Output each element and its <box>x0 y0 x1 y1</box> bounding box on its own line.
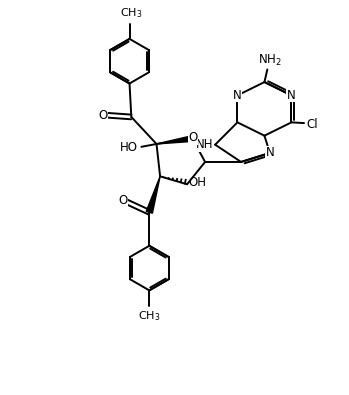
Text: O: O <box>118 194 128 207</box>
Text: OH: OH <box>188 176 206 189</box>
Text: N: N <box>287 89 296 102</box>
Text: N: N <box>266 147 274 160</box>
Text: N: N <box>233 89 242 102</box>
Text: O: O <box>99 109 108 122</box>
Text: HO: HO <box>120 141 138 154</box>
Text: CH$_3$: CH$_3$ <box>120 6 143 20</box>
Text: Cl: Cl <box>306 118 318 131</box>
Text: NH$_2$: NH$_2$ <box>258 53 282 68</box>
Polygon shape <box>146 176 160 213</box>
Text: CH$_3$: CH$_3$ <box>138 309 161 323</box>
Text: O: O <box>188 131 198 144</box>
Text: NH: NH <box>196 138 213 151</box>
Polygon shape <box>156 136 193 144</box>
